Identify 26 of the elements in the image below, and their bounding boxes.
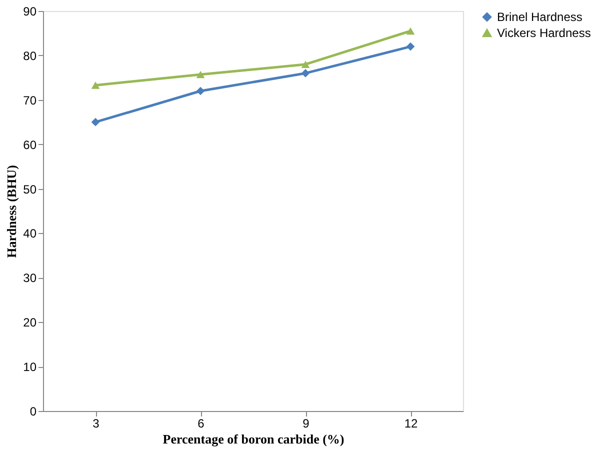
y-axis-title: Hardness (BHU) [4,165,20,258]
point [301,60,310,68]
y-tick-label: 50 [23,182,37,196]
x-tick-label: 9 [302,416,310,430]
point [301,69,310,78]
point [91,82,100,89]
y-tick-label: 80 [23,48,37,63]
x-axis-title: Percentage of boron carbide (%) [162,432,344,446]
x-tick-label: 6 [198,416,205,430]
point [406,42,415,51]
point [196,86,205,96]
x-tick-label: 12 [404,416,418,430]
x-tick-label: 3 [92,416,100,430]
y-tick-label: 70 [23,93,37,108]
y-tick-label: 0 [30,404,37,418]
point [196,70,205,78]
y-tick-label: 30 [23,271,37,286]
y-tick-label: 90 [23,4,37,18]
legend-label: Vickers Hardness [497,26,591,40]
y-tick-label: 10 [23,360,37,374]
legend-label: Brinel Hardness [497,10,582,24]
point [91,118,100,126]
y-tick-label: 40 [23,226,37,241]
y-tick-label: 20 [23,316,37,330]
point [406,27,415,35]
y-tick-label: 60 [23,138,37,152]
